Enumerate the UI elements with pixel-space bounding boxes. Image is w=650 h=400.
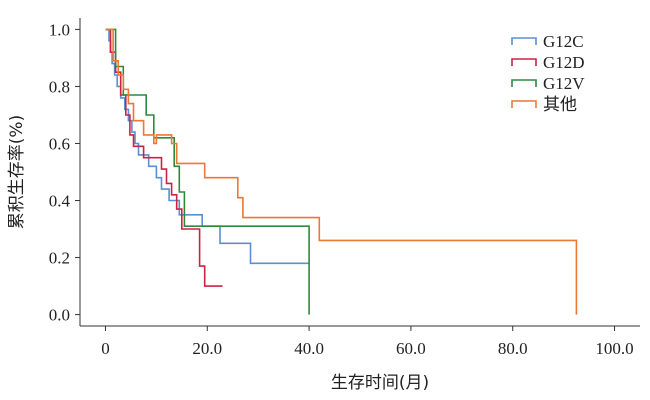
x-tick-label: 0 (101, 339, 110, 358)
y-tick-label: 0.4 (49, 192, 71, 211)
legend-label: G12C (543, 32, 584, 51)
x-tick-label: 40.0 (294, 339, 324, 358)
series-line-G12D (105, 28, 223, 287)
series-layer (105, 28, 578, 315)
x-tick-label: 60.0 (396, 339, 426, 358)
legend: G12C G12D G12V 其他 (511, 32, 585, 114)
legend-label: G12D (543, 53, 585, 72)
series-line-其他 (105, 28, 578, 315)
legend-swatch (511, 100, 537, 108)
y-tick-label: 1.0 (49, 20, 70, 39)
series-line-G12C (105, 28, 310, 265)
legend-label: 其他 (543, 95, 577, 114)
y-tick-label: 0.0 (49, 306, 70, 325)
y-tick-label: 0.2 (49, 249, 70, 268)
y-tick-label: 0.6 (49, 134, 70, 153)
y-axis-title: 累积生存率(%) (7, 115, 27, 229)
x-tick-label: 100.0 (595, 339, 633, 358)
x-axis-title: 生存时间(月) (331, 373, 429, 393)
axes: 0 20.0 40.0 60.0 80.0 100.0 0.0 0.2 0.4 0.6 0.8 1.0 (49, 18, 640, 358)
legend-label: G12V (543, 74, 585, 93)
legend-swatch (511, 37, 537, 45)
x-tick-label: 20.0 (192, 339, 222, 358)
legend-swatch (511, 58, 537, 66)
legend-swatch (511, 79, 537, 87)
x-tick-label: 80.0 (498, 339, 528, 358)
series-line-G12V (105, 28, 310, 315)
y-tick-label: 0.8 (49, 77, 70, 96)
